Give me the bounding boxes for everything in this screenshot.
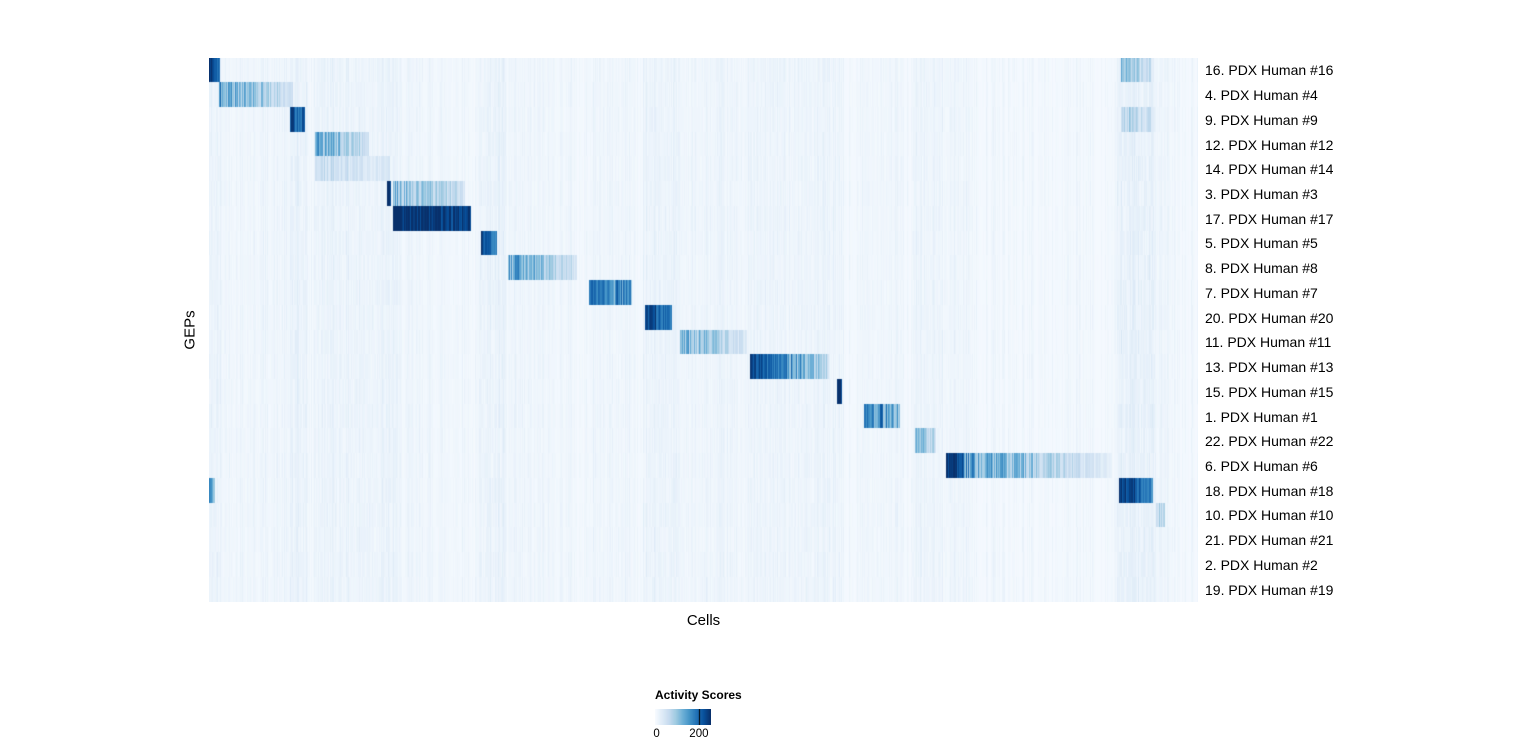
row-label: 16. PDX Human #16 bbox=[1205, 62, 1334, 79]
row-label: 4. PDX Human #4 bbox=[1205, 87, 1318, 104]
y-axis-label: GEPs bbox=[181, 310, 199, 350]
legend-colorbar bbox=[655, 709, 711, 725]
row-label: 18. PDX Human #18 bbox=[1205, 482, 1334, 499]
legend-tick-max: 200 bbox=[689, 728, 709, 740]
row-label: 10. PDX Human #10 bbox=[1205, 507, 1334, 524]
row-label: 5. PDX Human #5 bbox=[1205, 235, 1318, 252]
row-label: 21. PDX Human #21 bbox=[1205, 532, 1334, 549]
heatmap-canvas bbox=[209, 58, 1198, 602]
row-label: 20. PDX Human #20 bbox=[1205, 309, 1334, 326]
row-label: 14. PDX Human #14 bbox=[1205, 161, 1334, 178]
row-label: 15. PDX Human #15 bbox=[1205, 383, 1334, 400]
row-label: 7. PDX Human #7 bbox=[1205, 284, 1318, 301]
row-labels: 16. PDX Human #16 4. PDX Human #4 9. PDX H… bbox=[1205, 58, 1435, 602]
legend-colorbar-wrap bbox=[655, 709, 711, 725]
row-label: 19. PDX Human #19 bbox=[1205, 581, 1334, 598]
x-axis-label: Cells bbox=[686, 612, 721, 629]
row-label: 6. PDX Human #6 bbox=[1205, 457, 1318, 474]
row-label: 11. PDX Human #11 bbox=[1205, 334, 1332, 351]
row-label: 12. PDX Human #12 bbox=[1205, 136, 1334, 153]
row-label: 22. PDX Human #22 bbox=[1205, 433, 1334, 450]
row-label: 3. PDX Human #3 bbox=[1205, 185, 1318, 202]
row-label: 1. PDX Human #1 bbox=[1205, 408, 1318, 425]
row-label: 2. PDX Human #2 bbox=[1205, 556, 1318, 573]
legend: Activity Scores 0 200 bbox=[653, 688, 795, 740]
legend-title: Activity Scores bbox=[655, 688, 742, 702]
legend-ticks: 0 200 bbox=[653, 725, 711, 740]
legend-tick-min: 0 bbox=[653, 728, 660, 740]
row-label: 9. PDX Human #9 bbox=[1205, 111, 1318, 128]
row-label: 17. PDX Human #17 bbox=[1205, 210, 1334, 227]
row-label: 8. PDX Human #8 bbox=[1205, 260, 1318, 277]
row-label: 13. PDX Human #13 bbox=[1205, 359, 1334, 376]
